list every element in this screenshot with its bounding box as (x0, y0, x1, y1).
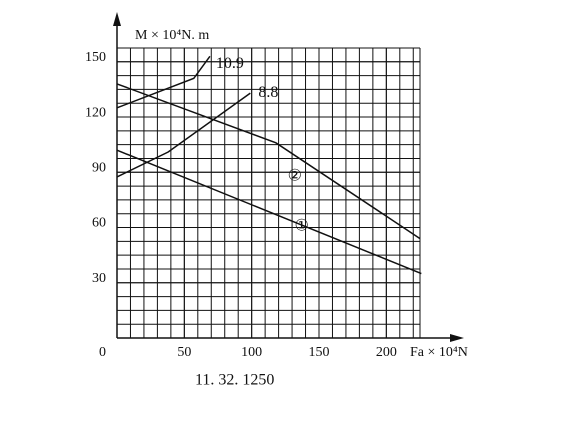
caption: 11. 32. 1250 (195, 372, 274, 389)
x-tick-label: 50 (177, 345, 191, 360)
series-label: ① (295, 217, 309, 234)
series-label: 10.9 (216, 55, 244, 72)
y-tick-label: 150 (85, 50, 106, 65)
y-tick-label: 0 (99, 345, 106, 360)
series-line (116, 83, 421, 240)
y-tick-label: 90 (92, 161, 106, 176)
series-line (116, 92, 251, 178)
y-tick-label: 120 (85, 105, 106, 120)
series-line (116, 55, 211, 109)
series-line (116, 149, 422, 275)
series-label: ② (288, 167, 302, 184)
y-tick-label: 30 (92, 271, 106, 286)
x-axis-arrow (450, 334, 464, 342)
x-tick-label: 200 (376, 345, 397, 360)
series-label: 8.8 (258, 84, 278, 101)
y-axis-label: M × 10⁴N. m (135, 28, 209, 43)
y-axis-arrow (113, 12, 121, 26)
x-axis-label: Fa × 10⁴N (410, 345, 468, 360)
x-tick-label: 150 (309, 345, 330, 360)
y-tick-label: 60 (92, 216, 106, 231)
x-tick-label: 100 (241, 345, 262, 360)
